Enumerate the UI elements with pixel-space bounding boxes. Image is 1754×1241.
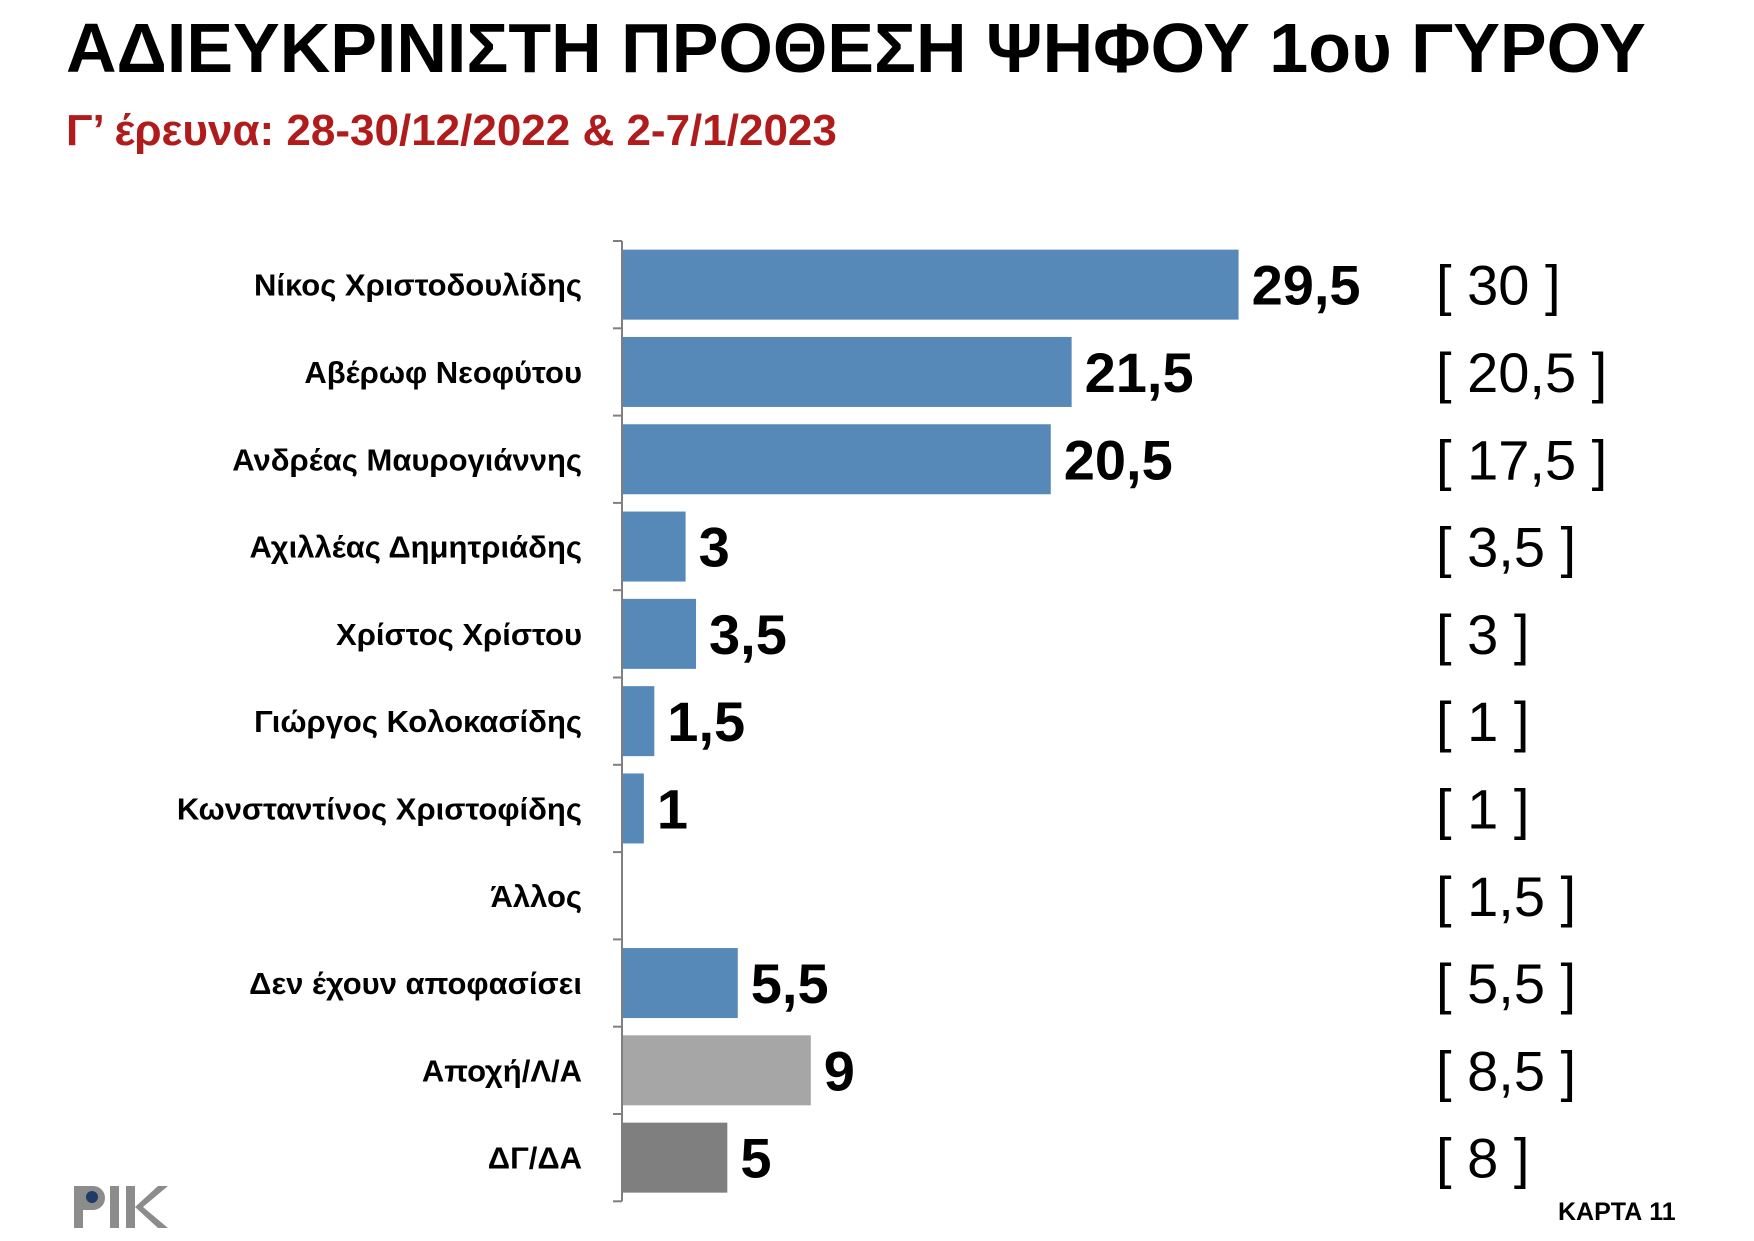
value-label: 9 xyxy=(824,1039,855,1102)
category-label: Χρίστος Χρίστου xyxy=(336,617,582,652)
previous-survey-label: [ 1 ] xyxy=(1436,690,1529,753)
bar xyxy=(623,511,686,582)
chart-title: ΑΔΙΕΥΚΡΙΝΙΣΤΗ ΠΡΟΘΕΣΗ ΨΗΦΟΥ 1ου ΓΥΡΟΥ xyxy=(66,9,1646,87)
previous-survey-label: [ 3 ] xyxy=(1436,603,1529,666)
value-label: 21,5 xyxy=(1085,341,1194,404)
category-label: Κωνσταντίνος Χριστοφίδης xyxy=(177,791,582,826)
bar xyxy=(623,773,644,844)
chart-subtitle: Γ’ έρευνα: 28-30/12/2022 & 2-7/1/2023 xyxy=(66,106,837,155)
previous-survey-label: [ 8 ] xyxy=(1436,1127,1529,1190)
previous-survey-label: [ 3,5 ] xyxy=(1436,516,1576,579)
value-label: 5 xyxy=(740,1127,771,1190)
bar xyxy=(623,424,1051,495)
value-label: 1 xyxy=(657,777,688,840)
previous-survey-label: [ 5,5 ] xyxy=(1436,952,1576,1015)
bar xyxy=(623,686,655,757)
previous-survey-label: [ 1,5 ] xyxy=(1436,865,1576,928)
bar xyxy=(623,249,1239,320)
bar xyxy=(623,598,697,669)
category-label: Άλλος xyxy=(490,879,582,914)
bar xyxy=(623,1122,728,1193)
value-label: 3,5 xyxy=(709,603,787,666)
category-label: Αποχή/Λ/Α xyxy=(422,1053,582,1088)
category-label: Αχιλλέας Δημητριάδης xyxy=(250,530,582,565)
value-label: 29,5 xyxy=(1252,254,1361,317)
value-label: 5,5 xyxy=(751,952,829,1015)
category-label: Αβέρωφ Νεοφύτου xyxy=(304,355,582,390)
value-label: 1,5 xyxy=(667,690,745,753)
previous-survey-label: [ 20,5 ] xyxy=(1436,341,1607,404)
previous-survey-label: [ 1 ] xyxy=(1436,777,1529,840)
previous-survey-label: [ 8,5 ] xyxy=(1436,1039,1576,1102)
bar xyxy=(623,336,1072,407)
value-label: 20,5 xyxy=(1064,428,1173,491)
bar xyxy=(623,948,738,1019)
category-label: ΔΓ/ΔΑ xyxy=(488,1141,582,1176)
category-label: Νίκος Χριστοδουλίδης xyxy=(254,268,582,303)
card-number: ΚΑΡΤΑ 11 xyxy=(1558,1198,1676,1226)
value-label: 3 xyxy=(699,516,730,579)
previous-survey-label: [ 30 ] xyxy=(1436,254,1561,317)
category-label: Δεν έχουν αποφασίσει xyxy=(249,966,582,1001)
category-label: Γιώργος Κολοκασίδης xyxy=(254,704,582,739)
bar xyxy=(623,1035,811,1106)
category-label: Ανδρέας Μαυρογιάννης xyxy=(232,442,582,477)
previous-survey-label: [ 17,5 ] xyxy=(1436,428,1607,491)
rik-logo-icon xyxy=(74,1186,168,1228)
